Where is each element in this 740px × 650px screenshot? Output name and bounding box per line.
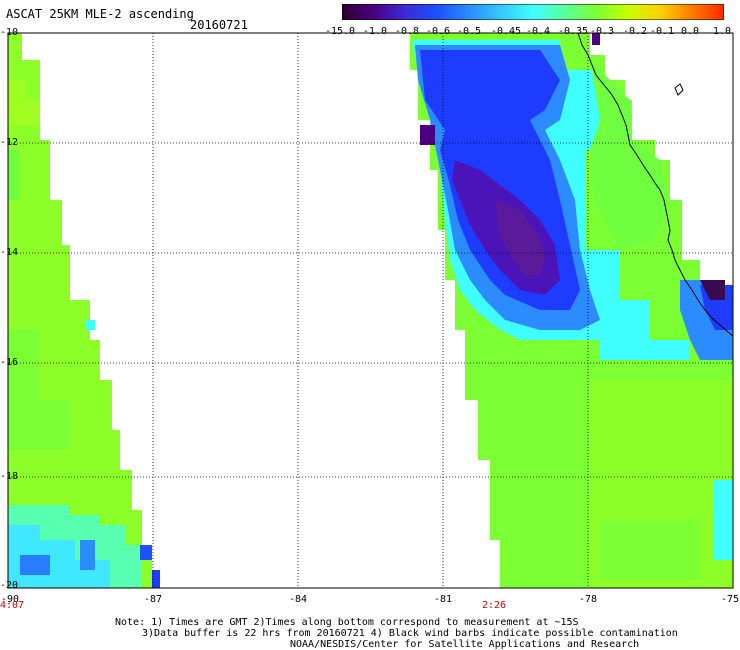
graticule [8, 33, 733, 588]
left-swath [8, 33, 160, 588]
lon-label: -84 [288, 594, 308, 605]
colorbar-label: -0.4 [525, 26, 551, 37]
colorbar-label: -0.2 [622, 26, 648, 37]
lat-label: -14 [0, 247, 19, 258]
colorbar-label: 1.0 [712, 26, 732, 37]
right-swath [410, 33, 733, 588]
lon-label: -90 [0, 594, 20, 605]
colorbar-label: -15.0 [324, 26, 356, 37]
colorbar-label: -0.6 [425, 26, 451, 37]
colorbar-label: -0.8 [394, 26, 420, 37]
colorbar-label: -0.5 [456, 26, 482, 37]
colorbar-label: 0.0 [680, 26, 700, 37]
plot-frame [7, 32, 734, 589]
lat-label: -16 [0, 357, 19, 368]
colorbar-label: -0.3 [589, 26, 615, 37]
lon-label: -78 [578, 594, 598, 605]
time-label-left: 4:07 [0, 600, 25, 611]
note-line-3: NOAA/NESDIS/Center for Satellite Applica… [290, 639, 640, 650]
colorbar-label: -0.1 [649, 26, 675, 37]
colorbar-label: -0.45 [490, 26, 522, 37]
lat-label: -10 [0, 27, 19, 38]
lat-label: -20 [0, 580, 19, 591]
footnotes: Note: 1) Times are GMT 2)Times along bot… [115, 617, 678, 650]
colorbar-label: -1.0 [362, 26, 388, 37]
product-date: 20160721 [190, 18, 248, 32]
lat-label: -12 [0, 137, 19, 148]
coastline [577, 33, 733, 337]
lon-label: -87 [143, 594, 163, 605]
lat-label: -18 [0, 471, 19, 482]
colorbar-label: -0.35 [557, 26, 589, 37]
colorbar [342, 4, 724, 20]
note-line-1: Note: 1) Times are GMT 2)Times along bot… [115, 617, 579, 628]
colorbar-labels: -15.0 -1.0 -0.8 -0.6 -0.5 -0.45 -0.4 -0.… [325, 26, 740, 38]
product-title: ASCAT 25KM MLE-2 ascending [6, 7, 194, 21]
lon-label: -75 [720, 594, 740, 605]
time-label-right: 2:26 [482, 600, 507, 611]
note-line-2: 3)Data buffer is 22 hrs from 20160721 4)… [142, 628, 678, 639]
lon-label: -81 [433, 594, 453, 605]
colorbar-gradient [342, 4, 724, 20]
